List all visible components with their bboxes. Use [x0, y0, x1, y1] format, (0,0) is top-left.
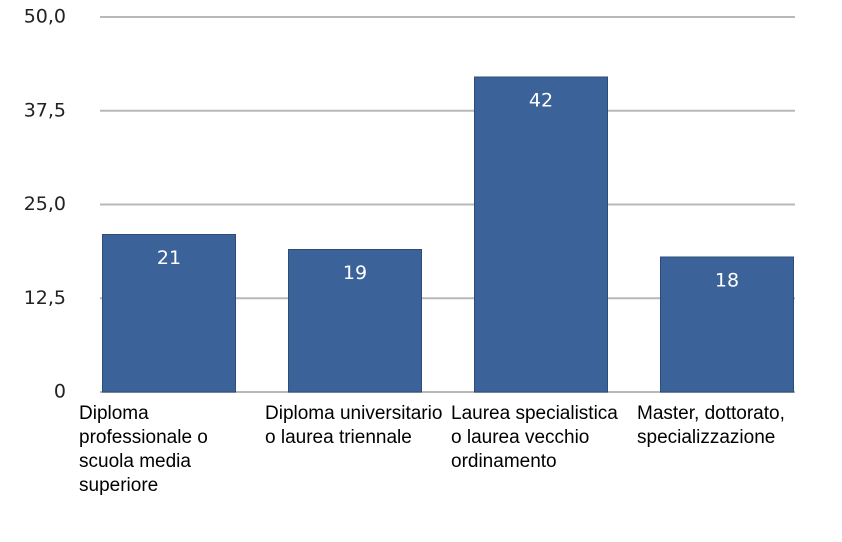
x-tick-label-box: Diploma professionale o scuola media sup…	[76, 402, 262, 498]
x-tick-label-box: Diploma universitario o laurea triennale	[262, 402, 448, 450]
y-tick-label: 50,0	[24, 6, 66, 28]
x-tick-label: Diploma universitario o laurea triennale	[265, 403, 443, 448]
bar	[474, 76, 608, 393]
value-label: 18	[715, 270, 739, 292]
bar	[660, 256, 794, 393]
x-tick-label: Laurea specialistica o laurea vecchio or…	[451, 403, 618, 472]
value-label: 21	[157, 247, 181, 269]
x-tick-label-box: Master, dottorato, specializzazione	[634, 402, 820, 450]
bar	[102, 234, 236, 393]
chart: 0 12,5 25,0 37,5 50,0 21 19 42 18	[24, 6, 795, 401]
y-tick-label: 25,0	[24, 193, 66, 215]
y-tick-label: 12,5	[24, 287, 66, 309]
y-tick-label: 0	[54, 381, 66, 401]
x-tick-label: Diploma professionale o scuola media sup…	[79, 403, 208, 496]
x-tick-label-box: Laurea specialistica o laurea vecchio or…	[448, 402, 634, 474]
value-label: 19	[343, 262, 367, 284]
x-tick-label: Master, dottorato, specializzazione	[637, 403, 785, 448]
value-label: 42	[529, 90, 553, 112]
y-tick-label: 37,5	[24, 99, 66, 121]
bar	[288, 249, 422, 393]
